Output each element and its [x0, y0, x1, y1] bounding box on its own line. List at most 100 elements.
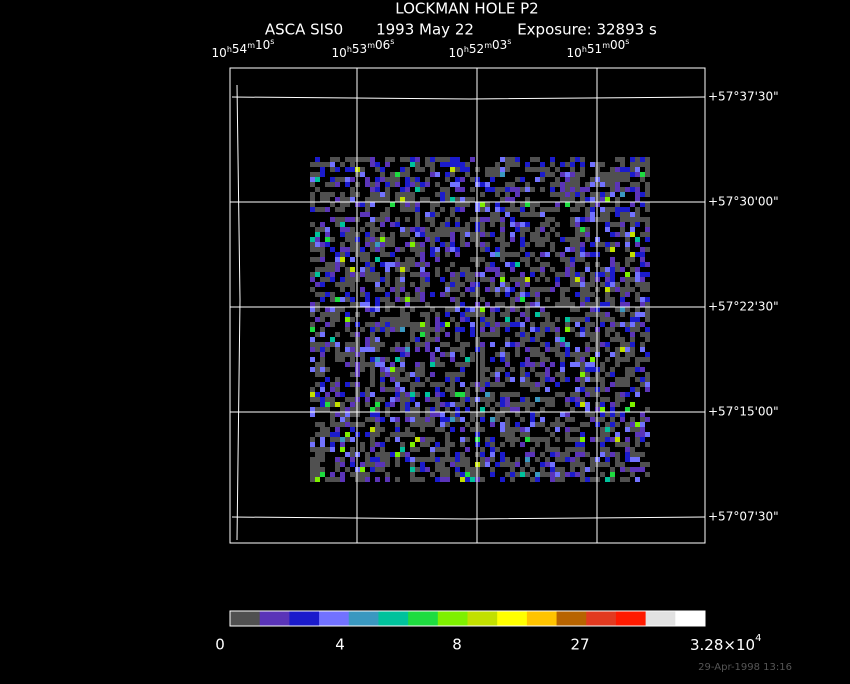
dec-label: +57°22'30": [708, 300, 779, 314]
pixel: [365, 307, 370, 312]
pixel: [645, 237, 650, 242]
pixel: [480, 387, 485, 392]
pixel: [645, 217, 650, 222]
pixel: [415, 272, 420, 277]
pixel: [555, 447, 560, 452]
pixel: [360, 392, 365, 397]
pixel: [600, 177, 605, 182]
colorbar-swatch: [348, 611, 379, 626]
pixel: [575, 402, 580, 407]
pixel: [330, 417, 335, 422]
pixel: [350, 357, 355, 362]
pixel: [565, 287, 570, 292]
pixel: [375, 287, 380, 292]
pixel: [600, 472, 605, 477]
pixel: [625, 277, 630, 282]
pixel: [640, 332, 645, 337]
pixel: [585, 467, 590, 472]
pixel: [625, 392, 630, 397]
pixel: [480, 317, 485, 322]
pixel: [500, 422, 505, 427]
pixel: [455, 347, 460, 352]
pixel: [515, 227, 520, 232]
pixel: [545, 232, 550, 237]
pixel: [340, 262, 345, 267]
pixel: [540, 397, 545, 402]
pixel: [415, 382, 420, 387]
pixel: [325, 262, 330, 267]
pixel: [600, 362, 605, 367]
pixel: [625, 452, 630, 457]
pixel: [545, 262, 550, 267]
pixel: [570, 397, 575, 402]
pixel: [310, 182, 315, 187]
pixel: [335, 267, 340, 272]
pixel: [315, 477, 320, 482]
pixel: [645, 222, 650, 227]
pixel: [580, 317, 585, 322]
pixel: [430, 157, 435, 162]
pixel: [565, 472, 570, 477]
pixel: [625, 372, 630, 377]
pixel: [415, 337, 420, 342]
pixel: [415, 322, 420, 327]
pixel: [575, 357, 580, 362]
pixel: [415, 287, 420, 292]
pixel: [415, 222, 420, 227]
pixel: [315, 242, 320, 247]
pixel: [360, 272, 365, 277]
pixel: [350, 462, 355, 467]
pixel: [500, 222, 505, 227]
pixel: [435, 332, 440, 337]
pixel: [575, 227, 580, 232]
pixel: [410, 257, 415, 262]
pixel: [500, 282, 505, 287]
pixel: [610, 182, 615, 187]
pixel: [575, 252, 580, 257]
pixel: [315, 342, 320, 347]
pixel: [610, 422, 615, 427]
pixel: [575, 462, 580, 467]
pixel: [380, 192, 385, 197]
pixel: [470, 187, 475, 192]
pixel: [550, 242, 555, 247]
pixel: [505, 407, 510, 412]
pixel: [330, 262, 335, 267]
colorbar-swatch: [319, 611, 350, 626]
pixel: [630, 312, 635, 317]
pixel: [555, 347, 560, 352]
pixel: [635, 367, 640, 372]
pixel: [615, 202, 620, 207]
pixel: [335, 352, 340, 357]
pixel: [605, 462, 610, 467]
pixel: [645, 357, 650, 362]
pixel: [565, 322, 570, 327]
pixel: [415, 437, 420, 442]
pixel: [370, 342, 375, 347]
pixel: [605, 292, 610, 297]
pixel: [600, 402, 605, 407]
pixel: [620, 477, 625, 482]
pixel: [480, 417, 485, 422]
pixel: [390, 222, 395, 227]
pixel: [560, 287, 565, 292]
pixel: [620, 442, 625, 447]
pixel: [400, 402, 405, 407]
pixel: [505, 357, 510, 362]
pixel: [460, 372, 465, 377]
pixel: [605, 452, 610, 457]
pixel: [425, 212, 430, 217]
pixel: [585, 477, 590, 482]
pixel: [380, 327, 385, 332]
pixel: [490, 262, 495, 267]
pixel: [630, 422, 635, 427]
pixel: [430, 307, 435, 312]
pixel: [535, 457, 540, 462]
pixel: [405, 427, 410, 432]
pixel: [325, 367, 330, 372]
pixel: [425, 277, 430, 282]
pixel: [635, 252, 640, 257]
pixel: [585, 282, 590, 287]
pixel: [505, 287, 510, 292]
pixel: [520, 362, 525, 367]
